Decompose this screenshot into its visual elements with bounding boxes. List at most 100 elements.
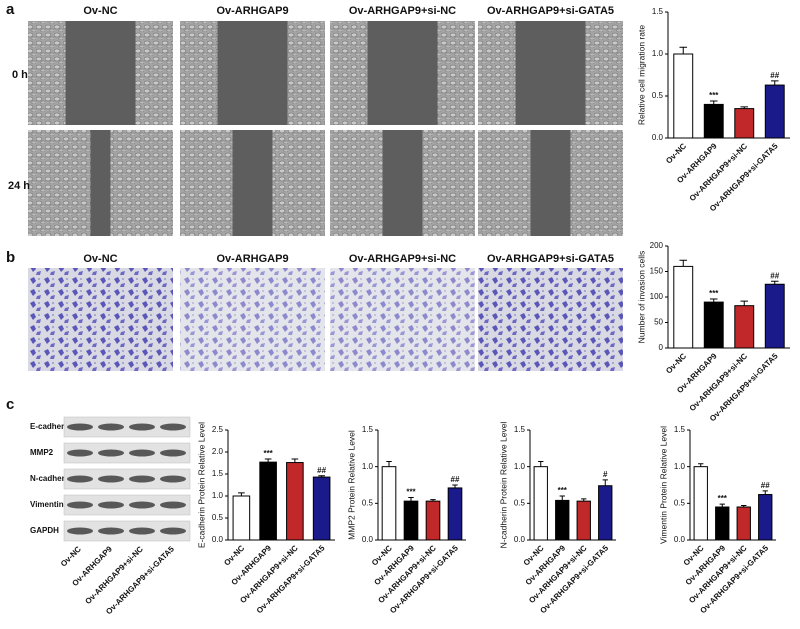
- bar: [764, 84, 785, 139]
- bar: [734, 305, 755, 349]
- bar: [598, 485, 613, 541]
- blot-band: [67, 449, 93, 457]
- bar: [447, 487, 463, 541]
- bar: [312, 476, 331, 541]
- y-tick-label: 0.0: [212, 535, 224, 544]
- significance: ##: [770, 71, 779, 80]
- blot-band: [129, 423, 155, 431]
- bar: [555, 499, 570, 541]
- column-header: Ov-ARHGAP9+si-GATA5: [487, 253, 614, 265]
- y-tick-label: 1.5: [362, 425, 374, 434]
- y-tick-label: 0: [659, 343, 664, 352]
- y-tick-label: 1.0: [362, 462, 374, 471]
- blot-band: [98, 501, 124, 509]
- y-tick-label: 0.0: [362, 535, 374, 544]
- y-tick-label: 0.5: [652, 91, 664, 100]
- y-tick-label: 1.0: [212, 491, 224, 500]
- bar: [693, 466, 708, 541]
- significance: ##: [451, 475, 460, 484]
- micrograph: [28, 268, 173, 371]
- blot-label: N-cadherin: [30, 474, 72, 483]
- error-bar: [740, 300, 749, 306]
- y-tick-label: 1.0: [652, 49, 664, 58]
- column-header: Ov-NC: [83, 253, 117, 265]
- error-bar: [709, 100, 718, 105]
- bar: [715, 506, 730, 541]
- column-header: Ov-ARHGAP9: [216, 253, 288, 265]
- scratch-gap: [232, 130, 273, 236]
- x-tick-label: Ov-ARHGAP9+si-NC: [688, 141, 750, 203]
- y-axis-label: Relative cell migration rate: [636, 25, 646, 125]
- y-axis-label: N-cadherin Protein Relative Level: [498, 422, 508, 549]
- blot-band: [67, 475, 93, 483]
- panel-label: b: [6, 249, 15, 266]
- bar: [403, 500, 419, 541]
- bar: [576, 500, 591, 541]
- blot-strip: [63, 520, 191, 542]
- micrograph: [330, 268, 475, 371]
- error-bar: [709, 298, 718, 303]
- error-bar: [770, 280, 779, 285]
- y-tick-label: 0.5: [362, 498, 374, 507]
- column-header: Ov-NC: [83, 5, 117, 17]
- blot-band: [160, 449, 186, 457]
- significance: ***: [558, 486, 568, 495]
- error-bar: [770, 80, 779, 86]
- blot-band: [98, 423, 124, 431]
- error-bar: [264, 458, 272, 463]
- error-bar: [291, 458, 299, 463]
- y-tick-label: 0.0: [674, 535, 686, 544]
- bar: [673, 53, 694, 139]
- blot-band: [67, 527, 93, 535]
- bar: [734, 108, 755, 139]
- x-tick-label: Ov-ARHGAP9+si-NC: [688, 351, 750, 413]
- bar: [703, 103, 724, 139]
- blot-band: [129, 501, 155, 509]
- row-label: 0 h: [12, 69, 28, 81]
- y-tick-label: 0.0: [514, 535, 526, 544]
- micrograph: [180, 268, 325, 371]
- significance: ***: [709, 91, 719, 100]
- error-bar: [762, 490, 768, 495]
- lane-label: Ov-NC: [59, 544, 83, 568]
- error-bar: [386, 461, 392, 467]
- blot-strip: [63, 442, 191, 464]
- y-tick-label: 150: [650, 267, 664, 276]
- blot-band: [160, 501, 186, 509]
- scratch-gap: [515, 21, 586, 125]
- column-header: Ov-ARHGAP9+si-NC: [349, 253, 456, 265]
- error-bar: [559, 495, 565, 501]
- significance: ##: [761, 481, 770, 490]
- bar: [764, 283, 785, 349]
- lane-label: Ov-ARHGAP9+si-NC: [83, 544, 145, 606]
- y-tick-label: 1.5: [514, 425, 526, 434]
- significance: ***: [718, 494, 728, 503]
- error-bar: [538, 461, 544, 467]
- bar: [758, 494, 773, 541]
- y-tick-label: 50: [654, 318, 663, 327]
- blot-band: [98, 475, 124, 483]
- blot-strip: [63, 468, 191, 490]
- blot-band: [160, 527, 186, 535]
- y-tick-label: 100: [650, 292, 664, 301]
- significance: ##: [317, 466, 326, 475]
- bar: [703, 301, 724, 349]
- y-tick-label: 0.5: [212, 513, 224, 522]
- blot-band: [129, 475, 155, 483]
- significance: ##: [770, 271, 779, 280]
- y-tick-label: 200: [650, 241, 664, 250]
- blot-label: E-cadherin: [30, 422, 71, 431]
- bar: [425, 500, 441, 541]
- y-tick-label: 1.5: [652, 7, 664, 16]
- micrograph: [478, 268, 623, 371]
- bar: [673, 265, 694, 349]
- y-tick-label: 0.5: [674, 498, 686, 507]
- blot-band: [129, 449, 155, 457]
- y-tick-label: 1.5: [212, 469, 224, 478]
- y-tick-label: 0.5: [514, 498, 526, 507]
- bar: [286, 462, 304, 541]
- blot-label: Vimentin: [30, 500, 64, 509]
- y-tick-label: 0.0: [652, 133, 664, 142]
- column-header: Ov-ARHGAP9: [216, 5, 288, 17]
